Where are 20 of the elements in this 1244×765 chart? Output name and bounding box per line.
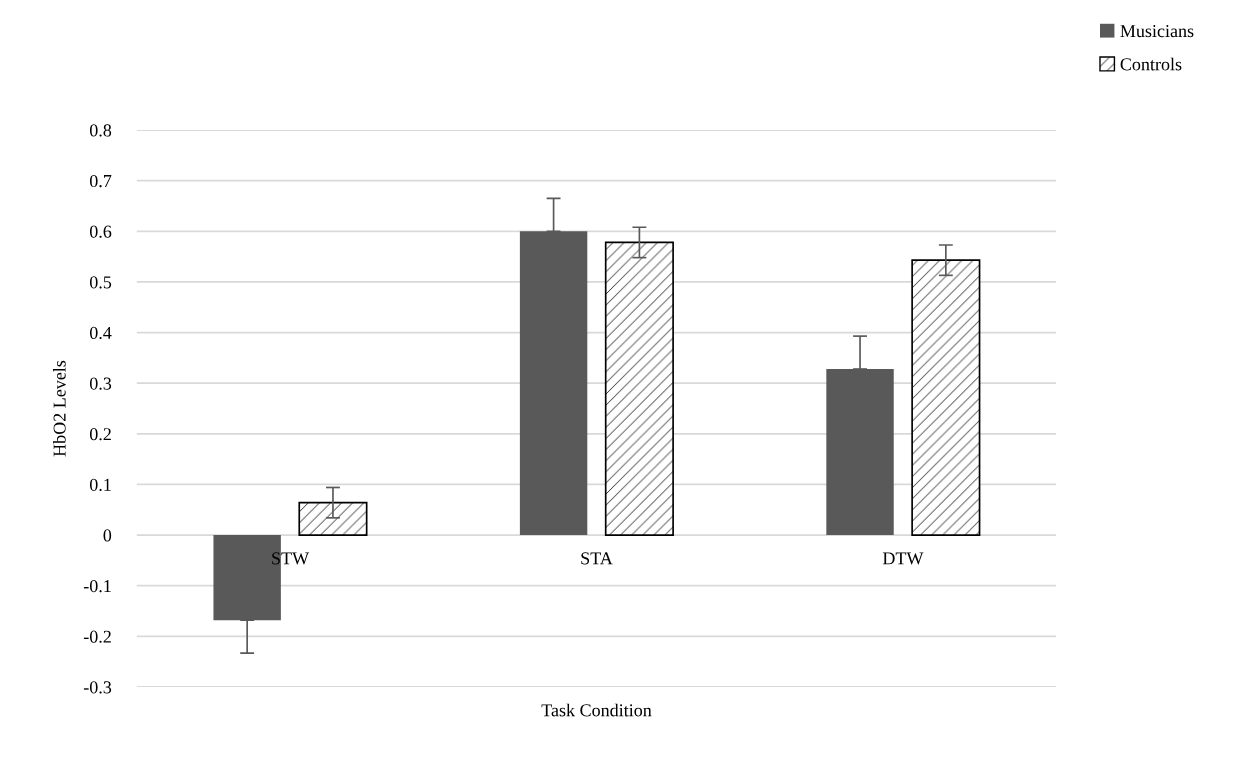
- x-tick-label: STA: [581, 552, 613, 565]
- y-tick-label: -0.1: [83, 579, 111, 593]
- legend-label: Musicians: [1120, 25, 1194, 38]
- y-tick-label: -0.3: [83, 681, 112, 694]
- legend-label: Controls: [1120, 57, 1182, 71]
- x-axis-title: Task Condition: [541, 703, 652, 717]
- y-tick-label: 0: [103, 529, 112, 542]
- x-tick-label: DTW: [882, 552, 924, 565]
- y-tick-label: 0.2: [89, 428, 111, 441]
- y-axis-title: HbO2 Levels: [53, 360, 66, 457]
- y-tick-label: 0.8: [89, 124, 112, 137]
- y-tick-label: 0.6: [89, 225, 112, 238]
- y-tick-label: 0.5: [89, 276, 112, 289]
- bar: [519, 231, 588, 536]
- y-tick-label: 0.7: [89, 174, 112, 188]
- y-tick-label: 0.3: [89, 377, 112, 390]
- y-tick-label: 0.1: [89, 478, 111, 491]
- y-tick-label: -0.2: [83, 630, 111, 643]
- y-tick-label: 0.4: [89, 326, 112, 340]
- bar: [826, 369, 894, 536]
